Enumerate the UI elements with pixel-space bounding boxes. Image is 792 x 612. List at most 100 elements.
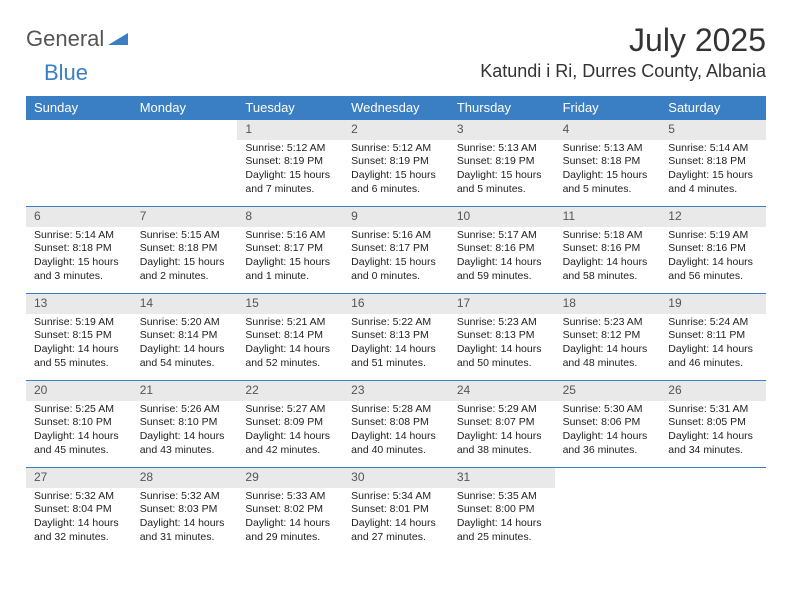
day-cell: [132, 120, 238, 206]
day-details: Sunrise: 5:23 AMSunset: 8:13 PMDaylight:…: [449, 314, 555, 375]
daylight-text: and 42 minutes.: [245, 444, 337, 458]
day-number: 5: [660, 120, 766, 140]
sunset-text: Sunset: 8:13 PM: [351, 329, 443, 343]
day-cell: 25Sunrise: 5:30 AMSunset: 8:06 PMDayligh…: [555, 381, 661, 467]
daylight-text: and 2 minutes.: [140, 270, 232, 284]
daylight-text: and 4 minutes.: [668, 183, 760, 197]
day-cell: [660, 468, 766, 554]
day-details: Sunrise: 5:13 AMSunset: 8:19 PMDaylight:…: [449, 140, 555, 201]
daylight-text: and 32 minutes.: [34, 531, 126, 545]
sunrise-text: Sunrise: 5:16 AM: [351, 229, 443, 243]
sunset-text: Sunset: 8:05 PM: [668, 416, 760, 430]
day-details: Sunrise: 5:20 AMSunset: 8:14 PMDaylight:…: [132, 314, 238, 375]
day-details: Sunrise: 5:35 AMSunset: 8:00 PMDaylight:…: [449, 488, 555, 549]
day-number: 15: [237, 294, 343, 314]
daylight-text: and 5 minutes.: [457, 183, 549, 197]
sunrise-text: Sunrise: 5:23 AM: [457, 316, 549, 330]
day-number: 25: [555, 381, 661, 401]
sunset-text: Sunset: 8:18 PM: [34, 242, 126, 256]
day-details: Sunrise: 5:19 AMSunset: 8:15 PMDaylight:…: [26, 314, 132, 375]
sunrise-text: Sunrise: 5:16 AM: [245, 229, 337, 243]
sunset-text: Sunset: 8:01 PM: [351, 503, 443, 517]
daylight-text: Daylight: 14 hours: [245, 343, 337, 357]
day-cell: 12Sunrise: 5:19 AMSunset: 8:16 PMDayligh…: [660, 207, 766, 293]
sunset-text: Sunset: 8:19 PM: [245, 155, 337, 169]
sunset-text: Sunset: 8:04 PM: [34, 503, 126, 517]
sunset-text: Sunset: 8:17 PM: [351, 242, 443, 256]
day-cell: 20Sunrise: 5:25 AMSunset: 8:10 PMDayligh…: [26, 381, 132, 467]
daylight-text: Daylight: 15 hours: [457, 169, 549, 183]
day-number: 24: [449, 381, 555, 401]
sunrise-text: Sunrise: 5:13 AM: [457, 142, 549, 156]
day-cell: 2Sunrise: 5:12 AMSunset: 8:19 PMDaylight…: [343, 120, 449, 206]
sunset-text: Sunset: 8:16 PM: [563, 242, 655, 256]
daylight-text: and 1 minute.: [245, 270, 337, 284]
sunrise-text: Sunrise: 5:18 AM: [563, 229, 655, 243]
weekday-header: Sunday: [26, 96, 132, 120]
daylight-text: Daylight: 14 hours: [563, 343, 655, 357]
sunrise-text: Sunrise: 5:35 AM: [457, 490, 549, 504]
day-details: Sunrise: 5:17 AMSunset: 8:16 PMDaylight:…: [449, 227, 555, 288]
daylight-text: and 45 minutes.: [34, 444, 126, 458]
brand-part2: Blue: [44, 60, 88, 85]
sunset-text: Sunset: 8:15 PM: [34, 329, 126, 343]
sunrise-text: Sunrise: 5:19 AM: [668, 229, 760, 243]
sunrise-text: Sunrise: 5:28 AM: [351, 403, 443, 417]
sunrise-text: Sunrise: 5:29 AM: [457, 403, 549, 417]
day-details: Sunrise: 5:23 AMSunset: 8:12 PMDaylight:…: [555, 314, 661, 375]
daylight-text: Daylight: 14 hours: [245, 430, 337, 444]
sunset-text: Sunset: 8:19 PM: [351, 155, 443, 169]
day-cell: 10Sunrise: 5:17 AMSunset: 8:16 PMDayligh…: [449, 207, 555, 293]
daylight-text: and 59 minutes.: [457, 270, 549, 284]
sunset-text: Sunset: 8:14 PM: [140, 329, 232, 343]
day-cell: 30Sunrise: 5:34 AMSunset: 8:01 PMDayligh…: [343, 468, 449, 554]
daylight-text: and 58 minutes.: [563, 270, 655, 284]
brand-part1: General: [26, 26, 104, 52]
day-number: 27: [26, 468, 132, 488]
day-number: 3: [449, 120, 555, 140]
day-cell: 29Sunrise: 5:33 AMSunset: 8:02 PMDayligh…: [237, 468, 343, 554]
daylight-text: Daylight: 15 hours: [245, 256, 337, 270]
week-row: 1Sunrise: 5:12 AMSunset: 8:19 PMDaylight…: [26, 120, 766, 206]
day-details: Sunrise: 5:14 AMSunset: 8:18 PMDaylight:…: [660, 140, 766, 201]
week-row: 13Sunrise: 5:19 AMSunset: 8:15 PMDayligh…: [26, 293, 766, 380]
daylight-text: Daylight: 14 hours: [457, 343, 549, 357]
day-number: 6: [26, 207, 132, 227]
day-details: Sunrise: 5:27 AMSunset: 8:09 PMDaylight:…: [237, 401, 343, 462]
daylight-text: Daylight: 15 hours: [668, 169, 760, 183]
day-cell: 18Sunrise: 5:23 AMSunset: 8:12 PMDayligh…: [555, 294, 661, 380]
sunrise-text: Sunrise: 5:13 AM: [563, 142, 655, 156]
title-block: July 2025 Katundi i Ri, Durres County, A…: [480, 22, 766, 82]
day-cell: 16Sunrise: 5:22 AMSunset: 8:13 PMDayligh…: [343, 294, 449, 380]
daylight-text: and 46 minutes.: [668, 357, 760, 371]
daylight-text: Daylight: 15 hours: [140, 256, 232, 270]
day-details: Sunrise: 5:16 AMSunset: 8:17 PMDaylight:…: [237, 227, 343, 288]
sunrise-text: Sunrise: 5:34 AM: [351, 490, 443, 504]
sunset-text: Sunset: 8:06 PM: [563, 416, 655, 430]
day-number: 8: [237, 207, 343, 227]
day-cell: 5Sunrise: 5:14 AMSunset: 8:18 PMDaylight…: [660, 120, 766, 206]
daylight-text: and 43 minutes.: [140, 444, 232, 458]
day-number: 31: [449, 468, 555, 488]
sunrise-text: Sunrise: 5:19 AM: [34, 316, 126, 330]
day-details: Sunrise: 5:32 AMSunset: 8:03 PMDaylight:…: [132, 488, 238, 549]
daylight-text: Daylight: 14 hours: [351, 517, 443, 531]
sunrise-text: Sunrise: 5:31 AM: [668, 403, 760, 417]
day-details: Sunrise: 5:26 AMSunset: 8:10 PMDaylight:…: [132, 401, 238, 462]
daylight-text: Daylight: 14 hours: [245, 517, 337, 531]
daylight-text: Daylight: 15 hours: [563, 169, 655, 183]
sunset-text: Sunset: 8:11 PM: [668, 329, 760, 343]
day-number: 12: [660, 207, 766, 227]
daylight-text: and 29 minutes.: [245, 531, 337, 545]
sunrise-text: Sunrise: 5:21 AM: [245, 316, 337, 330]
sunset-text: Sunset: 8:10 PM: [34, 416, 126, 430]
day-details: Sunrise: 5:12 AMSunset: 8:19 PMDaylight:…: [237, 140, 343, 201]
daylight-text: Daylight: 14 hours: [563, 256, 655, 270]
daylight-text: and 5 minutes.: [563, 183, 655, 197]
sunset-text: Sunset: 8:14 PM: [245, 329, 337, 343]
day-number: 11: [555, 207, 661, 227]
day-number: 16: [343, 294, 449, 314]
sunset-text: Sunset: 8:16 PM: [668, 242, 760, 256]
daylight-text: and 56 minutes.: [668, 270, 760, 284]
daylight-text: Daylight: 14 hours: [140, 430, 232, 444]
